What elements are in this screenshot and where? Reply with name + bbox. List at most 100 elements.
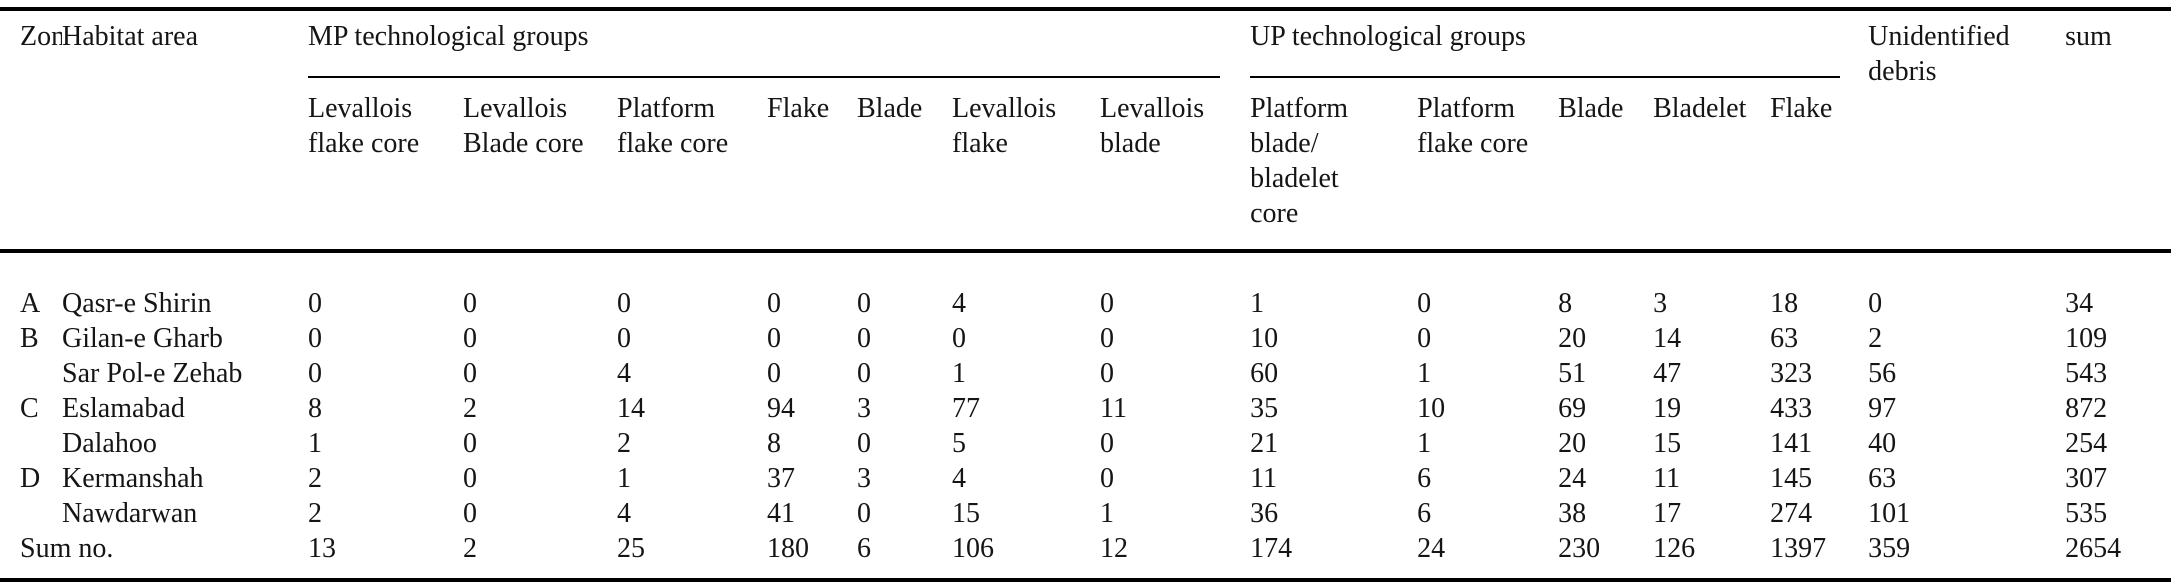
habitat-cell: Nawdarwan bbox=[62, 498, 198, 529]
habitat-cell: Qasr-e Shirin bbox=[62, 288, 212, 319]
value-cell: 0 bbox=[857, 288, 871, 319]
table-row: Dalahoo 1 0 2 8 0 5 0 21 1 20 15 141 40 … bbox=[0, 426, 2171, 461]
col-header-up-platform-flake-core: Platform flake core bbox=[1417, 93, 1529, 159]
value-cell: 35 bbox=[1250, 393, 1279, 424]
value-cell: 94 bbox=[767, 393, 795, 424]
value-cell: 0 bbox=[952, 323, 966, 354]
lithic-technology-table: Zone Habitat area MP technological group… bbox=[0, 7, 2171, 582]
value-cell: 0 bbox=[857, 428, 871, 459]
value-cell: 6 bbox=[1417, 463, 1432, 494]
value-cell: 60 bbox=[1250, 358, 1279, 389]
value-cell: 0 bbox=[857, 323, 871, 354]
col-header-up-flake: Flake bbox=[1770, 93, 1833, 124]
value-cell: 2 bbox=[308, 463, 322, 494]
value-cell: 8 bbox=[1558, 288, 1573, 319]
col-header-unidentified-debris: Unidentified debris bbox=[1868, 21, 2010, 87]
table-row: A Qasr-e Shirin 0 0 0 0 0 4 0 1 0 8 3 18… bbox=[0, 251, 2171, 321]
value-cell: 0 bbox=[857, 498, 871, 529]
value-cell: 0 bbox=[1100, 323, 1114, 354]
value-cell: 20 bbox=[1558, 428, 1587, 459]
value-cell: 97 bbox=[1868, 393, 1897, 424]
zone-cell bbox=[0, 426, 62, 461]
col-header-up-platform-blade-bladelet-core: Platform blade/ bladelet core bbox=[1250, 93, 1349, 229]
zone-cell: B bbox=[20, 323, 39, 354]
table-row: D Kermanshah 2 0 1 37 3 4 0 11 6 24 11 1… bbox=[0, 461, 2171, 496]
sum-value-cell: 24 bbox=[1417, 533, 1446, 564]
col-header-sum: sum bbox=[2065, 21, 2112, 52]
value-cell: 0 bbox=[463, 428, 477, 459]
value-cell: 1 bbox=[1417, 428, 1432, 459]
zone-cell: A bbox=[20, 288, 41, 319]
value-cell: 0 bbox=[308, 358, 322, 389]
value-cell: 63 bbox=[1770, 323, 1799, 354]
value-cell: 1 bbox=[617, 463, 631, 494]
value-cell: 872 bbox=[2065, 393, 2108, 424]
value-cell: 323 bbox=[1770, 358, 1813, 389]
header-row-groups: Zone Habitat area MP technological group… bbox=[0, 9, 2171, 87]
value-cell: 543 bbox=[2065, 358, 2108, 389]
value-cell: 8 bbox=[767, 428, 781, 459]
value-cell: 41 bbox=[767, 498, 795, 529]
value-cell: 38 bbox=[1558, 498, 1587, 529]
value-cell: 4 bbox=[617, 498, 631, 529]
value-cell: 3 bbox=[1653, 288, 1668, 319]
zone-cell: D bbox=[20, 463, 41, 494]
value-cell: 0 bbox=[308, 323, 322, 354]
col-header-mp-platform-flake-core: Platform flake core bbox=[617, 93, 729, 159]
habitat-cell: Gilan-e Gharb bbox=[62, 323, 223, 354]
value-cell: 0 bbox=[1100, 358, 1114, 389]
value-cell: 20 bbox=[1558, 323, 1587, 354]
value-cell: 0 bbox=[617, 323, 631, 354]
value-cell: 34 bbox=[2065, 288, 2094, 319]
table-row: Sar Pol-e Zehab 0 0 4 0 0 1 0 60 1 51 47… bbox=[0, 356, 2171, 391]
sum-value-cell: 174 bbox=[1250, 533, 1293, 564]
value-cell: 0 bbox=[1417, 288, 1432, 319]
sum-value-cell: 13 bbox=[308, 533, 336, 564]
sum-value-cell: 126 bbox=[1653, 533, 1696, 564]
value-cell: 0 bbox=[1868, 288, 1883, 319]
value-cell: 0 bbox=[1100, 288, 1114, 319]
habitat-cell: Sar Pol-e Zehab bbox=[62, 358, 243, 389]
value-cell: 0 bbox=[617, 288, 631, 319]
value-cell: 141 bbox=[1770, 428, 1813, 459]
value-cell: 307 bbox=[2065, 463, 2108, 494]
value-cell: 2 bbox=[1868, 323, 1883, 354]
value-cell: 1 bbox=[1250, 288, 1265, 319]
col-header-mp-levallois-blade: Levallois blade bbox=[1100, 93, 1205, 159]
value-cell: 0 bbox=[463, 463, 477, 494]
value-cell: 274 bbox=[1770, 498, 1813, 529]
value-cell: 2 bbox=[308, 498, 322, 529]
table-row: Nawdarwan 2 0 4 41 0 15 1 36 6 38 17 274… bbox=[0, 496, 2171, 531]
col-header-mp-blade: Blade bbox=[857, 93, 923, 124]
value-cell: 51 bbox=[1558, 358, 1587, 389]
value-cell: 0 bbox=[463, 323, 477, 354]
zone-cell bbox=[0, 496, 62, 531]
value-cell: 10 bbox=[1417, 393, 1446, 424]
value-cell: 19 bbox=[1653, 393, 1682, 424]
header-row-subcolumns: Levallois flake core Levallois Blade cor… bbox=[0, 78, 2171, 251]
value-cell: 3 bbox=[857, 463, 871, 494]
sum-value-cell: 1397 bbox=[1770, 533, 1827, 564]
value-cell: 56 bbox=[1868, 358, 1897, 389]
value-cell: 4 bbox=[952, 463, 966, 494]
value-cell: 0 bbox=[767, 323, 781, 354]
col-header-up-bladelet: Bladelet bbox=[1653, 93, 1747, 124]
value-cell: 4 bbox=[952, 288, 966, 319]
value-cell: 109 bbox=[2065, 323, 2108, 354]
value-cell: 1 bbox=[1100, 498, 1114, 529]
sum-value-cell: 25 bbox=[617, 533, 645, 564]
group-header-mp-label: MP technological groups bbox=[308, 19, 1221, 78]
sum-value-cell: 12 bbox=[1100, 533, 1128, 564]
value-cell: 69 bbox=[1558, 393, 1587, 424]
value-cell: 101 bbox=[1868, 498, 1911, 529]
habitat-cell: Eslamabad bbox=[62, 393, 185, 424]
value-cell: 63 bbox=[1868, 463, 1897, 494]
value-cell: 37 bbox=[767, 463, 795, 494]
col-header-mp-levallois-blade-core: Levallois Blade core bbox=[463, 93, 584, 159]
value-cell: 1 bbox=[1417, 358, 1432, 389]
value-cell: 254 bbox=[2065, 428, 2108, 459]
sum-value-cell: 359 bbox=[1868, 533, 1911, 564]
value-cell: 11 bbox=[1250, 463, 1278, 494]
value-cell: 36 bbox=[1250, 498, 1279, 529]
